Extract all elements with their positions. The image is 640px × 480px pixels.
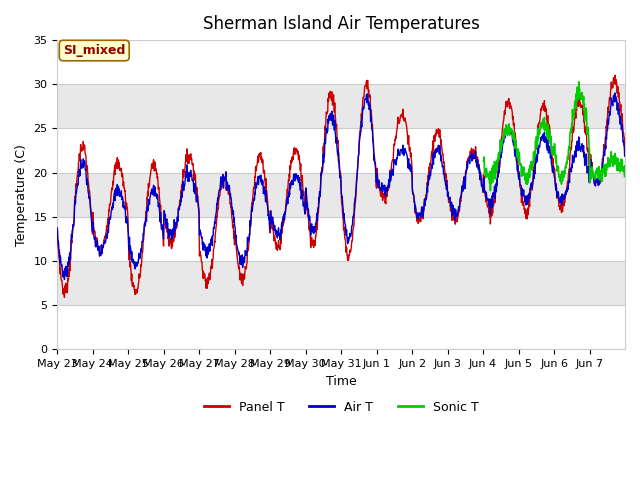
Line: Sonic T: Sonic T bbox=[483, 82, 625, 191]
Panel T bbox=[143, 210, 150, 216]
Panel T bbox=[316, 194, 324, 200]
Air T bbox=[621, 146, 629, 152]
Panel T bbox=[611, 72, 619, 78]
Air T bbox=[61, 276, 68, 282]
Sonic T bbox=[558, 168, 566, 174]
Air T bbox=[316, 193, 324, 199]
Title: Sherman Island Air Temperatures: Sherman Island Air Temperatures bbox=[203, 15, 479, 33]
Panel T bbox=[54, 228, 61, 234]
X-axis label: Time: Time bbox=[326, 374, 356, 387]
Air T bbox=[611, 90, 619, 96]
Y-axis label: Temperature (C): Temperature (C) bbox=[15, 144, 28, 246]
Air T bbox=[327, 112, 335, 118]
Air T bbox=[559, 200, 566, 205]
Line: Panel T: Panel T bbox=[58, 75, 625, 297]
Bar bbox=[58, 84, 625, 129]
Air T bbox=[54, 225, 61, 231]
Bar bbox=[58, 173, 625, 217]
Panel T bbox=[621, 140, 629, 146]
Panel T bbox=[61, 294, 68, 300]
Air T bbox=[476, 170, 483, 176]
Air T bbox=[614, 111, 622, 117]
Sonic T bbox=[614, 157, 621, 163]
Panel T bbox=[614, 94, 622, 100]
Sonic T bbox=[621, 163, 629, 168]
Line: Air T: Air T bbox=[58, 93, 625, 279]
Panel T bbox=[476, 168, 483, 173]
Panel T bbox=[327, 90, 335, 96]
Air T bbox=[143, 218, 150, 224]
Text: SI_mixed: SI_mixed bbox=[63, 44, 125, 57]
Bar bbox=[58, 261, 625, 305]
Legend: Panel T, Air T, Sonic T: Panel T, Air T, Sonic T bbox=[198, 396, 484, 419]
Panel T bbox=[559, 209, 566, 215]
